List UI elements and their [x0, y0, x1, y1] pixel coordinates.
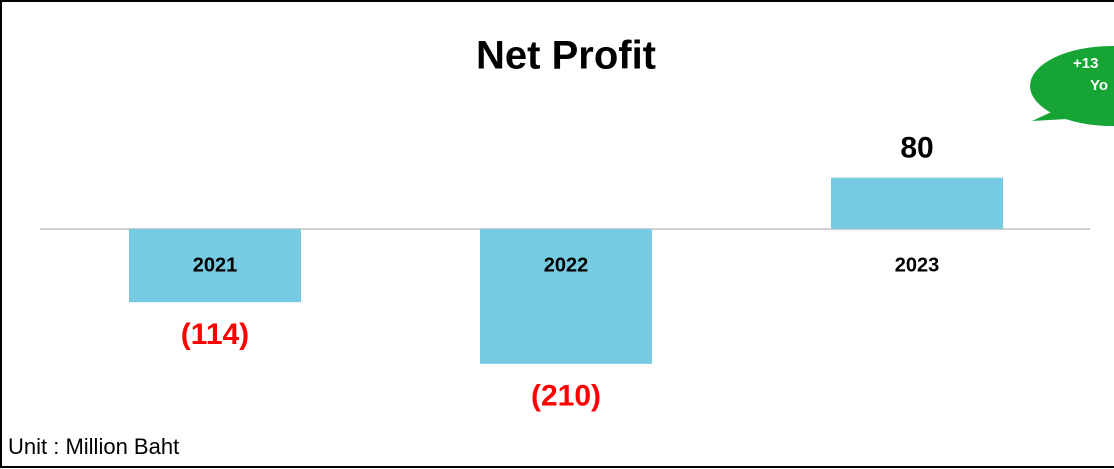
category-label: 2022 [544, 254, 589, 276]
value-label: (210) [531, 380, 601, 413]
category-label: 2021 [193, 254, 238, 276]
unit-note: Unit : Million Baht [8, 434, 179, 459]
callout-text: +13 [1073, 55, 1098, 72]
category-label: 2023 [895, 254, 940, 276]
value-label: 80 [900, 132, 933, 165]
callout-shape [1030, 46, 1114, 126]
callout-tail [1032, 108, 1085, 121]
bar [480, 229, 652, 364]
bar [129, 229, 301, 303]
chart-title: Net Profit [476, 34, 656, 78]
callout: +13 Yo [1030, 46, 1114, 126]
callout-text: Yo [1090, 77, 1108, 94]
bar [831, 177, 1003, 229]
value-label: (114) [181, 318, 249, 351]
